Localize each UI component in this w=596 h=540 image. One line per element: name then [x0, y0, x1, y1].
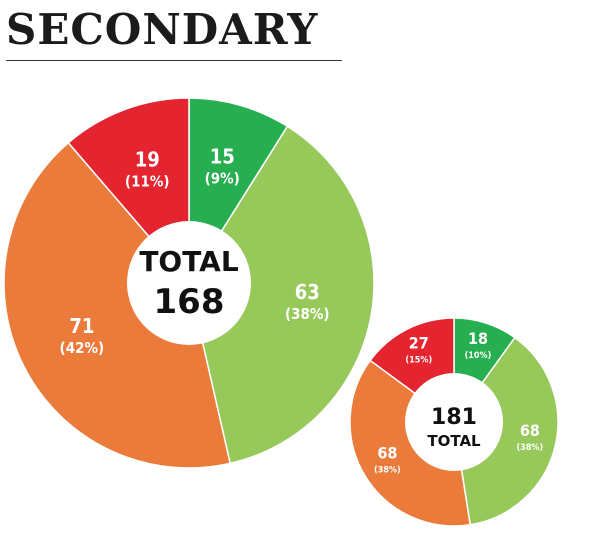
donut-1-slice-3-value: 27	[409, 333, 429, 352]
donut-1-slice-0-percent: (10%)	[465, 351, 492, 361]
donut-1-slice-1-percent: (38%)	[516, 443, 543, 453]
donut-1-slice-3-percent: (15%)	[405, 355, 432, 365]
donut-0-slice-3-value: 19	[135, 147, 160, 171]
donut-1-slice-2-percent: (38%)	[374, 466, 401, 476]
donut-1-center	[405, 373, 503, 471]
donut-1-slice-1	[453, 336, 559, 526]
donut-0-slice-0-value: 15	[210, 145, 235, 169]
donut-0-slice-2-value: 71	[69, 314, 94, 338]
donut-0-slice-2	[3, 141, 232, 469]
donut-1-center-bottom: TOTAL	[427, 432, 481, 450]
donut-0-slice-3-percent: (11%)	[125, 172, 170, 190]
donut-0-slice-1	[188, 125, 375, 465]
donut-0-slice-1-percent: (38%)	[285, 305, 330, 323]
donut-chart-large: 15(9%) 63(38%) 71(42%) 19(11%) TOTAL 168	[3, 97, 375, 469]
donut-0-center	[127, 221, 251, 345]
donut-0-center-top: TOTAL	[139, 245, 238, 278]
donut-chart-small: 18 (10%) 68 (38%) 68 (38%) 27 (15%) 181 TOTAL	[349, 317, 559, 527]
donut-0-center-bottom: 168	[154, 282, 225, 322]
donut-0-slice-2-percent: (42%)	[60, 339, 105, 357]
donut-1-slice-1-value: 68	[520, 421, 540, 440]
page-title: SECONDARY	[6, 5, 319, 54]
donut-0-slice-0-percent: (9%)	[205, 170, 240, 188]
donut-0-slice-1-value: 63	[295, 280, 320, 304]
donut-1-slice-2-value: 68	[377, 444, 397, 463]
title-underline	[6, 60, 342, 61]
donut-1-slice-0-value: 18	[468, 329, 488, 348]
donut-1-center-top: 181	[431, 405, 477, 430]
